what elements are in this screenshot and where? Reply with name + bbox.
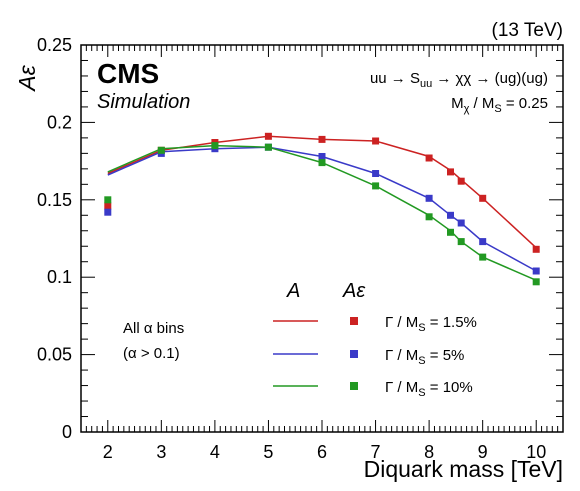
series-marker-10 <box>104 196 112 204</box>
series-marker-10 <box>479 253 487 261</box>
axis-ticks <box>81 44 563 433</box>
series-marker-5 <box>532 267 540 275</box>
x-axis-title: Diquark mass [TeV] <box>364 456 563 482</box>
y-tick-label: 0.05 <box>37 345 72 365</box>
y-axis-title: Aε <box>14 64 40 92</box>
series-marker-1p5 <box>372 137 380 145</box>
series-marker-10 <box>372 182 380 190</box>
ratio-pre: M <box>451 95 464 112</box>
legend-1p5-post: = 1.5% <box>426 314 477 331</box>
simulation-label: Simulation <box>97 91 190 113</box>
ratio-sub2: S <box>494 103 501 115</box>
series-marker-1p5 <box>264 132 272 140</box>
legend-label-10: Γ / MS = 10% <box>385 379 473 399</box>
series-marker-5 <box>457 219 465 227</box>
y-tick-label: 0.25 <box>37 35 72 55</box>
series-marker-1p5 <box>457 177 465 185</box>
series-marker-1p5 <box>104 202 112 210</box>
series-marker-1p5 <box>479 194 487 202</box>
process-main: uu → S <box>370 70 420 87</box>
series-marker-1p5 <box>532 245 540 253</box>
ratio-mid: / M <box>469 95 494 112</box>
legend-marker-5 <box>350 350 358 358</box>
x-tick-label: 2 <box>103 442 113 462</box>
legend-1p5-pre: Γ / M <box>385 314 418 331</box>
series-marker-5 <box>104 208 112 216</box>
ratio-sub1: χ <box>464 103 470 115</box>
x-tick-label: 10 <box>526 442 546 462</box>
ratio-post: = 0.25 <box>502 95 548 112</box>
legend-marker-1p5 <box>350 317 358 325</box>
series-marker-1p5 <box>318 135 326 143</box>
legend-marker-10 <box>350 382 358 390</box>
series-marker-10 <box>157 146 165 154</box>
legend-header-marker: Aε <box>342 280 366 302</box>
y-tick-label: 0.1 <box>47 267 72 287</box>
series-marker-10 <box>264 143 272 151</box>
series-marker-10 <box>532 278 540 286</box>
process-rest: → χχ → (ug)(ug) <box>432 70 548 87</box>
series-marker-5 <box>479 238 487 246</box>
legend-10-post: = 10% <box>426 379 473 396</box>
x-tick-label: 4 <box>210 442 220 462</box>
x-tick-label: 7 <box>371 442 381 462</box>
legend-5-sub: S <box>418 355 425 367</box>
series-marker-5 <box>318 153 326 160</box>
series-markers <box>104 132 540 286</box>
alpha-bins-note: All α bins <box>123 320 184 337</box>
mass-ratio-label: Mχ / MS = 0.25 <box>451 95 548 115</box>
legend-label-5: Γ / MS = 5% <box>385 347 464 367</box>
legend: A Aε Γ / MS = 1.5% Γ / MS = 5% Γ / MS = … <box>273 280 477 399</box>
series-marker-10 <box>447 228 454 236</box>
process-label: uu → Suu → χχ → (ug)(ug) <box>370 70 548 90</box>
energy-label: (13 TeV) <box>492 20 563 41</box>
alpha-cut-note: (α > 0.1) <box>123 345 180 362</box>
x-tick-label: 3 <box>156 442 166 462</box>
legend-5-pre: Γ / M <box>385 347 418 364</box>
legend-10-sub: S <box>418 387 425 399</box>
series-marker-10 <box>457 238 465 246</box>
y-tick-label: 0 <box>62 422 72 442</box>
tick-labels: 2 3 4 5 6 7 8 9 10 0 0.05 0.1 0.15 0.2 0.25 <box>37 35 546 462</box>
legend-10-pre: Γ / M <box>385 379 418 396</box>
legend-5-post: = 5% <box>426 347 465 364</box>
y-tick-label: 0.15 <box>37 190 72 210</box>
legend-1p5-sub: S <box>418 322 425 334</box>
series-marker-5 <box>372 170 380 177</box>
series-marker-10 <box>425 213 433 221</box>
x-tick-label: 6 <box>317 442 327 462</box>
series-marker-1p5 <box>425 154 433 162</box>
cms-logo-text: CMS <box>97 58 159 89</box>
series-marker-10 <box>318 159 326 167</box>
series-marker-5 <box>425 194 433 202</box>
x-tick-label: 5 <box>263 442 273 462</box>
series-marker-5 <box>447 211 454 219</box>
legend-label-1p5: Γ / MS = 1.5% <box>385 314 477 334</box>
series-marker-1p5 <box>447 168 454 176</box>
legend-header-line: A <box>286 280 300 302</box>
series-marker-10 <box>211 142 219 150</box>
process-main-sub: uu <box>420 78 432 90</box>
x-tick-label: 8 <box>424 442 434 462</box>
x-tick-label: 9 <box>478 442 488 462</box>
y-tick-label: 0.2 <box>47 112 72 132</box>
